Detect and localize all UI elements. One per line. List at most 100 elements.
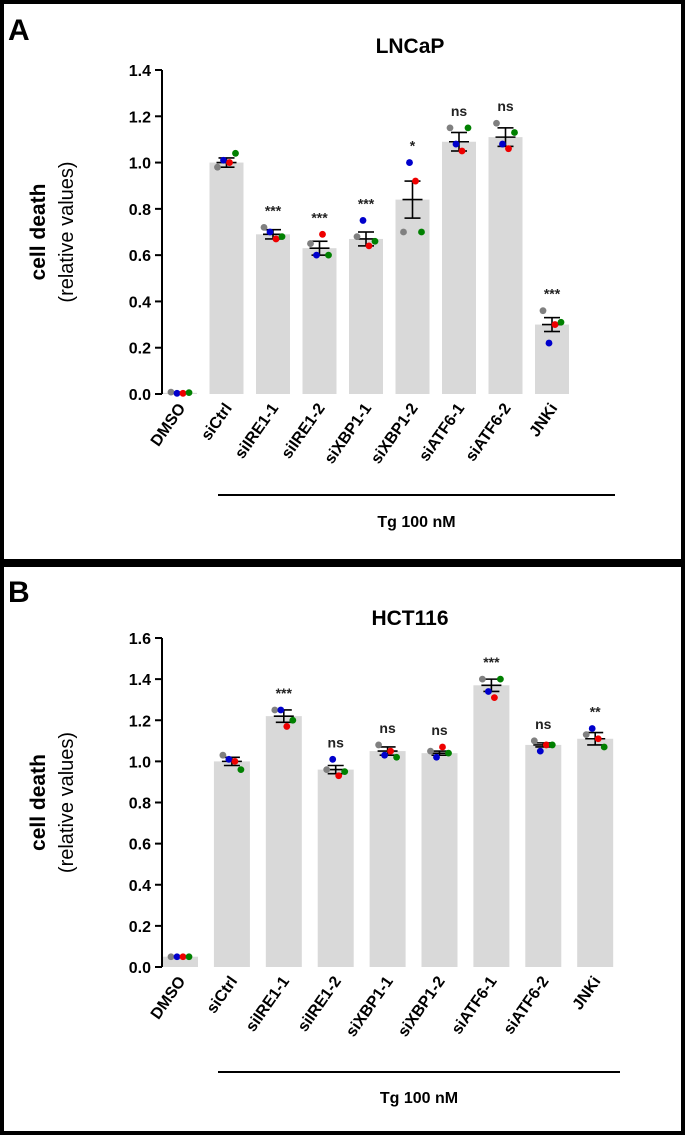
chart-a: LNCaP cell death (relative values) 0.0 0.2 0.… bbox=[27, 35, 615, 531]
panel-a-border bbox=[0, 0, 685, 563]
data-point-red bbox=[319, 230, 326, 238]
x-tick-label: siCtrl bbox=[204, 974, 241, 1017]
significance-label: *** bbox=[276, 685, 293, 701]
significance-label: ns bbox=[431, 722, 448, 738]
data-point-green bbox=[464, 124, 472, 132]
data-point-red bbox=[594, 735, 602, 743]
data-point-blue bbox=[545, 339, 553, 347]
data-point-blue bbox=[452, 140, 460, 148]
y-axis-label: cell death bbox=[27, 754, 50, 851]
bar-siIRE1-2 bbox=[317, 769, 354, 967]
data-point-red bbox=[505, 145, 512, 153]
bar-siIRE1-1 bbox=[256, 234, 290, 394]
significance-label: ns bbox=[451, 103, 468, 119]
x-tick-label: siATF6-1 bbox=[449, 973, 501, 1037]
data-point-gray bbox=[307, 240, 314, 247]
data-point-red bbox=[179, 953, 187, 961]
data-point-green bbox=[289, 716, 297, 724]
bar-siCtrl bbox=[209, 162, 244, 394]
significance-label: *** bbox=[311, 209, 328, 225]
treatment-label: Tg 100 nM bbox=[377, 514, 455, 531]
data-point-gray bbox=[214, 163, 221, 171]
data-point-gray bbox=[582, 731, 590, 739]
y-tick-label: 0.6 bbox=[129, 248, 151, 265]
data-point-red bbox=[412, 177, 419, 185]
significance-label: *** bbox=[265, 202, 282, 218]
data-point-green bbox=[557, 318, 565, 326]
bar-siATF6-2 bbox=[525, 744, 562, 967]
data-point-blue bbox=[225, 755, 233, 763]
data-point-gray bbox=[400, 228, 407, 236]
y-tick-label: 0.2 bbox=[129, 341, 151, 358]
significance-label: ns bbox=[535, 716, 552, 732]
y-tick-label: 0.2 bbox=[129, 919, 151, 936]
data-point-red bbox=[231, 757, 239, 765]
x-tick-label: siATF6-2 bbox=[463, 400, 515, 464]
bar-siXBP1-2 bbox=[421, 753, 458, 967]
x-tick-label: DMSO bbox=[148, 401, 189, 450]
x-tick-label: siXBP1-1 bbox=[343, 973, 397, 1040]
x-tick-label: JNKi bbox=[526, 401, 561, 441]
x-tick-label: JNKi bbox=[570, 974, 605, 1014]
y-axis-sublabel: (relative values) bbox=[56, 161, 78, 302]
bar-siIRE1-1 bbox=[265, 716, 302, 967]
significance-label: ns bbox=[379, 720, 396, 736]
bar-siATF6-1 bbox=[442, 141, 476, 394]
data-point-green bbox=[445, 749, 452, 757]
data-point-blue bbox=[329, 755, 337, 763]
significance-label: * bbox=[410, 138, 416, 154]
x-tick-label: siATF6-1 bbox=[416, 400, 468, 464]
significance-label: ns bbox=[328, 734, 345, 750]
panel-a: A LNCaP cell death (relative values) 0.0 0.2… bbox=[0, 0, 685, 563]
data-point-blue bbox=[588, 725, 596, 732]
data-point-red bbox=[491, 694, 498, 702]
data-point-green bbox=[497, 675, 504, 683]
bar-siATF6-1 bbox=[473, 685, 510, 967]
panel-b: B HCT116 cell death (relative values) 0.0 0.… bbox=[0, 563, 685, 1135]
data-point-green bbox=[237, 766, 245, 773]
y-tick-label: 1.6 bbox=[129, 631, 151, 648]
significance-label: *** bbox=[483, 654, 500, 670]
bar-siXBP1-1 bbox=[349, 238, 383, 394]
data-point-red bbox=[365, 242, 373, 250]
bar-siATF6-2 bbox=[488, 137, 523, 394]
data-point-green bbox=[418, 228, 425, 236]
y-axis-label: cell death bbox=[27, 184, 50, 281]
y-axis-sublabel: (relative values) bbox=[56, 732, 78, 873]
data-point-gray bbox=[323, 766, 331, 773]
bar-siCtrl bbox=[213, 761, 250, 967]
y-tick-label: 1.4 bbox=[129, 63, 151, 80]
data-point-green bbox=[511, 129, 518, 136]
significance-label: ** bbox=[590, 703, 601, 719]
data-point-blue bbox=[381, 751, 388, 759]
data-point-gray bbox=[375, 741, 382, 749]
x-tick-label: siCtrl bbox=[198, 401, 235, 444]
bar-siXBP1-1 bbox=[369, 751, 406, 967]
data-point-gray bbox=[260, 223, 268, 231]
data-point-red bbox=[179, 389, 187, 397]
panel-b-letter: B bbox=[8, 576, 30, 609]
x-tick-label: siXBP1-2 bbox=[368, 400, 422, 467]
y-tick-label: 0.8 bbox=[129, 202, 151, 219]
significance-label: *** bbox=[358, 195, 375, 211]
data-point-blue bbox=[173, 953, 181, 961]
data-point-blue bbox=[313, 251, 320, 259]
data-point-red bbox=[551, 321, 559, 328]
data-point-green bbox=[278, 233, 286, 241]
data-point-gray bbox=[493, 119, 500, 127]
data-point-gray bbox=[427, 747, 434, 755]
data-point-green bbox=[371, 237, 379, 245]
data-point-gray bbox=[530, 737, 538, 745]
data-point-red bbox=[387, 747, 394, 755]
data-point-blue bbox=[277, 706, 285, 714]
data-point-green bbox=[393, 753, 400, 761]
treatment-label: Tg 100 nM bbox=[380, 1090, 458, 1107]
data-point-blue bbox=[433, 753, 440, 761]
x-tick-label: siXBP1-2 bbox=[395, 973, 449, 1040]
panel-b-border bbox=[0, 563, 685, 1135]
data-point-green bbox=[548, 741, 556, 749]
data-point-gray bbox=[539, 307, 547, 315]
y-tick-label: 0.4 bbox=[129, 878, 151, 895]
data-point-red bbox=[283, 723, 291, 730]
